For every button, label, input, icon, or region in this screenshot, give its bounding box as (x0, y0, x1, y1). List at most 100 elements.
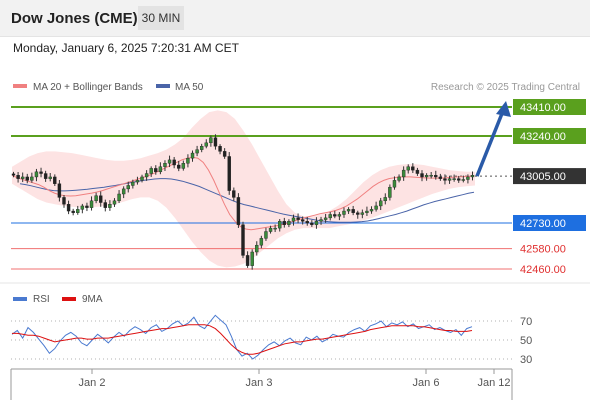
candle-body (213, 137, 218, 147)
credit-text: Research © 2025 Trading Central (431, 82, 580, 93)
rsi-ma-line (12, 324, 473, 355)
candle-body (34, 171, 39, 178)
level-label-resistance: 43240.00 (520, 131, 566, 143)
candle-body (108, 204, 112, 208)
price-levels (11, 106, 512, 270)
candle-body (273, 227, 277, 230)
candle-body (144, 173, 149, 178)
level-label-box-last (513, 168, 586, 185)
candle-body (383, 197, 387, 202)
candle-body (287, 221, 291, 225)
candle-body (80, 205, 85, 210)
candle-body (99, 195, 103, 203)
candle-body (218, 146, 222, 152)
candle-body (131, 181, 135, 186)
x-tick-label: Jan 2 (79, 377, 106, 389)
x-axis-ticks: Jan 2 Jan 3 Jan 6 Jan 12 (79, 369, 511, 389)
candle-body (415, 169, 420, 174)
candle-body (204, 142, 208, 147)
candle-body (342, 210, 346, 215)
candle-body (411, 166, 415, 171)
candle-body (94, 195, 98, 202)
candle-body (360, 212, 365, 215)
candle-body (154, 168, 158, 173)
candle-body (406, 166, 410, 171)
candle-body (167, 159, 172, 164)
candle-body (53, 176, 57, 184)
candle-body (48, 176, 52, 179)
candle-body (222, 151, 227, 157)
candle-body (241, 224, 245, 256)
candle-body (89, 200, 94, 208)
candle-body (461, 179, 466, 181)
candle-body (158, 166, 163, 173)
candle-body (401, 169, 406, 178)
candle-body (250, 251, 254, 266)
candle-body (429, 175, 433, 177)
ma50-legend-label: MA 50 (175, 82, 204, 93)
candle-body (392, 180, 397, 188)
candle-body (11, 173, 16, 176)
candle-body (259, 238, 264, 246)
candle-body (43, 173, 48, 179)
candle-body (268, 227, 273, 232)
level-label-box-pivot (513, 215, 586, 231)
candle-body (232, 190, 236, 198)
candle-body (434, 175, 438, 178)
candle-body (103, 202, 108, 208)
candle-body (16, 175, 20, 179)
candle-body (236, 197, 241, 225)
ma20-legend-swatch (13, 84, 27, 88)
candle-body (310, 222, 314, 225)
instrument-title: Dow Jones (CME) (11, 10, 138, 27)
candle-body (66, 204, 71, 212)
forecast-arrow-head (496, 101, 511, 117)
candle-body (438, 176, 443, 179)
candle-body (85, 205, 89, 208)
candle-body (255, 244, 259, 253)
candle-body (62, 197, 66, 205)
candle-body (319, 219, 323, 222)
forecast-arrow-shaft (475, 110, 505, 177)
candle-body (374, 205, 378, 210)
candle-body (199, 146, 204, 150)
ma50-legend-swatch (156, 84, 170, 88)
candle-body (356, 212, 360, 215)
candle-body (209, 137, 213, 144)
rsi-tick-label: 70 (520, 316, 532, 328)
rsi-ma-legend-label: 9MA (82, 294, 103, 305)
rsi-ma-legend-swatch (62, 297, 76, 301)
rsi-tick-label: 30 (520, 354, 532, 366)
candle-body (117, 193, 121, 202)
candle-body (346, 209, 351, 212)
candle-body (305, 221, 309, 224)
candle-body (452, 178, 456, 180)
candle-body (264, 231, 268, 239)
rsi-legend-label: RSI (33, 294, 50, 305)
candles (11, 134, 475, 270)
candle-body (195, 149, 199, 154)
candle-body (76, 209, 80, 213)
candle-body (140, 176, 144, 181)
candle-body (278, 221, 282, 229)
candle-body (163, 163, 167, 167)
candle-body (369, 209, 374, 212)
candle-body (30, 176, 34, 181)
timeframe-badge[interactable]: 30 MIN (138, 6, 184, 30)
candle-body (57, 183, 62, 198)
candle-body (379, 200, 383, 207)
rsi-line (11, 314, 473, 360)
level-label-support: 42460.00 (520, 264, 566, 276)
candle-body (323, 217, 328, 220)
chart-header: Dow Jones (CME) 30 MIN (0, 0, 590, 37)
candle-body (328, 214, 332, 219)
level-label-box-resistance (513, 128, 586, 144)
candle-body (186, 157, 190, 164)
candle-body (71, 210, 75, 213)
candle-body (39, 171, 43, 174)
chart-datetime: Monday, January 6, 2025 7:20:31 AM CET (13, 41, 239, 55)
candle-body (149, 168, 153, 174)
candle-body (121, 188, 126, 195)
x-tick-label: Jan 3 (246, 377, 273, 389)
